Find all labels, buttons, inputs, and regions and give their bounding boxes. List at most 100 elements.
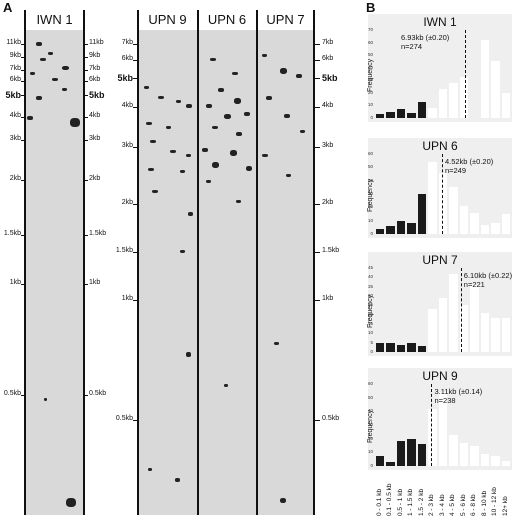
histogram-bar: [417, 444, 427, 466]
histogram-bar: [428, 408, 437, 466]
upn-right-tick-label: 7kb: [322, 39, 334, 46]
gel-band: [176, 100, 181, 103]
iwn1-left-tick-mark: [21, 57, 25, 58]
gel-band: [150, 140, 156, 143]
iwn1-left-tick-label: 2kb: [9, 175, 21, 182]
gel-iwn1-right-border: [83, 10, 85, 515]
gel-band: [188, 212, 193, 216]
iwn1-right-tick-label: 9kb: [89, 52, 101, 59]
iwn1-left-tick-label: 1kb: [9, 279, 21, 286]
iwn1-right-tick-label: 7kb: [89, 65, 101, 72]
gel-band: [166, 126, 171, 129]
histogram-x-category: 0.5 - 1 kb: [396, 488, 404, 516]
histogram-y-tick: 25: [367, 302, 373, 308]
iwn1-left-tick-mark: [21, 70, 25, 71]
gel-band: [186, 104, 192, 108]
iwn1-left-tick-label: 6kb: [9, 76, 21, 83]
histogram-y-tick: 10: [367, 449, 373, 455]
upn-left-tick-mark: [133, 252, 137, 253]
histogram-y-tick: 10: [367, 102, 373, 108]
gel-band: [27, 116, 33, 120]
iwn1-right-tick-label: 3kb: [89, 135, 101, 142]
upn-right-tick-mark: [315, 60, 320, 61]
histogram-bar: [491, 456, 500, 466]
histogram-annotation-line: 4.52kb (±0.20): [444, 157, 494, 166]
gel-band: [232, 72, 238, 75]
histogram-bar: [376, 456, 385, 466]
histogram-x-category: 1.5 - 2 kb: [417, 488, 425, 516]
histogram-bar: [407, 223, 416, 234]
histogram-y-tick: 35: [367, 283, 373, 289]
histogram-bar: [480, 453, 490, 466]
histogram-bar: [491, 223, 500, 234]
histogram-y-tick: 45: [367, 265, 373, 270]
upn-right-tick-mark: [315, 204, 320, 205]
gel-band: [284, 114, 290, 118]
histogram-bar: [501, 318, 510, 352]
gel-band: [152, 190, 158, 193]
iwn1-left-tick-label: 7kb: [9, 65, 21, 72]
histogram-y-tick: 30: [367, 422, 373, 427]
iwn1-left-tick-label: 0.5kb: [3, 390, 21, 397]
histogram-bar: [449, 434, 458, 466]
iwn1-right-tick-label: 4kb: [89, 112, 101, 119]
gel-iwn1-left-border: [24, 10, 26, 515]
gel-band: [36, 96, 42, 100]
upn-right-tick-mark: [315, 78, 320, 79]
panel-label-b: B: [366, 0, 376, 15]
histogram-bar: [438, 392, 448, 466]
histogram-x-category: 8 - 10 kb: [480, 490, 488, 516]
histogram-y-tick: 30: [367, 191, 373, 196]
upn-right-tick-mark: [315, 300, 320, 301]
gel-band: [180, 250, 185, 253]
histogram-bar: [459, 206, 469, 234]
gel-iwn1-title: IWN 1: [25, 10, 84, 30]
iwn1-left-tick-label: 11kb: [6, 39, 21, 46]
histogram-x-category: 0 - 0.1 kb: [376, 488, 383, 516]
gel-band: [62, 66, 69, 70]
upn-left-tick-label: 3kb: [121, 142, 133, 149]
gel-band: [36, 42, 42, 46]
histogram-annotation: 3.11kb (±0.14) n=238: [434, 387, 482, 405]
upn-right-tick-mark: [315, 107, 320, 108]
histogram-x-category: 4 - 5 kb: [449, 494, 457, 516]
gel-band: [48, 52, 53, 55]
histogram-title: UPN 7: [422, 253, 458, 267]
histogram-bar: [501, 92, 510, 118]
upn-right-tick-mark: [315, 147, 320, 148]
histogram-y-tick: 60: [367, 381, 373, 386]
gel-band: [280, 68, 287, 74]
iwn1-right-tick-label: 6kb: [89, 76, 101, 83]
iwn1-right-tick-mark: [84, 81, 88, 82]
upn-right-tick-label: 4kb: [322, 102, 334, 109]
histogram-bar: [470, 284, 479, 352]
histogram-bar: [396, 441, 406, 466]
gel-upn9-title: UPN 9: [138, 10, 197, 30]
iwn1-right-tick-label: 2kb: [89, 175, 101, 182]
iwn1-right-tick-mark: [84, 44, 88, 45]
histogram-y-tick: 40: [367, 64, 373, 70]
gel-band: [210, 58, 216, 61]
histogram-bar: [376, 228, 385, 234]
histogram-y-tick: 40: [367, 274, 373, 280]
upn-left-tick-label: 1kb: [121, 295, 133, 302]
gel-band: [212, 126, 218, 129]
histogram-y-tick: 40: [367, 177, 373, 183]
gel-upn6-title: UPN 6: [198, 10, 256, 30]
histogram-bar: [417, 101, 427, 118]
iwn1-left-tick-mark: [21, 117, 25, 118]
gel-band: [44, 398, 47, 401]
gel-band: [224, 114, 231, 119]
gel-band: [66, 498, 76, 507]
histogram-bar: [386, 461, 395, 466]
iwn1-right-tick-label: 5kb: [89, 90, 105, 100]
upn-left-tick-mark: [133, 60, 137, 61]
gel-band: [300, 130, 305, 133]
histogram-y-tick: 20: [367, 311, 373, 317]
histogram-annotation: 6.10kb (±0.22) n=221: [464, 271, 512, 289]
gel-band: [144, 86, 149, 89]
panel-label-a: A: [3, 0, 13, 15]
iwn1-left-tick-mark: [21, 180, 25, 181]
histogram-y-tick: 20: [367, 204, 373, 210]
gel-band: [62, 88, 67, 91]
